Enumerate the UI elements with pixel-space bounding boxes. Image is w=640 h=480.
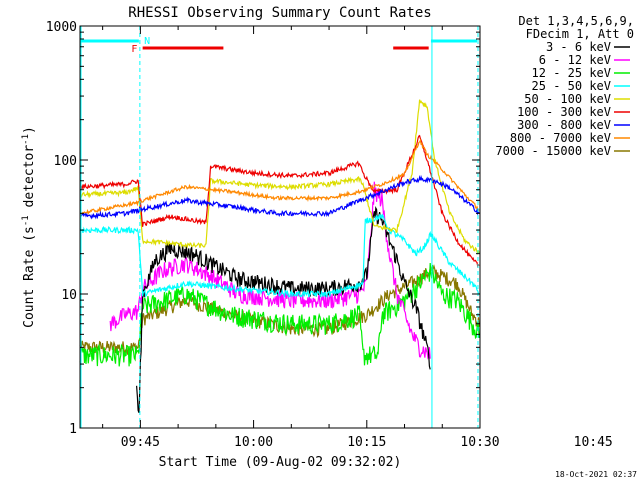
y-axis-label-sup2: -1 xyxy=(21,134,31,145)
y-tick-label: 1 xyxy=(69,422,77,437)
x-tick-label: 10:00 xyxy=(234,435,273,450)
y-axis-label-mid: detector xyxy=(22,145,37,216)
y-axis-label: Count Rate (s-1 detector-1) xyxy=(21,126,37,328)
curve-1 xyxy=(79,262,480,367)
x-axis-label: Start Time (09-Aug-02 09:32:02) xyxy=(159,455,402,470)
curve-2 xyxy=(109,181,431,360)
flags-group: FN xyxy=(80,26,479,428)
night-flag-label: N xyxy=(144,36,150,47)
legend-header-line1: Det 1,3,4,5,6,9, xyxy=(518,14,634,28)
legend-label: 3 - 6 keV xyxy=(546,40,611,54)
legend-label: 7000 - 15000 keV xyxy=(495,144,611,158)
y-axis-label-end: ) xyxy=(22,126,37,134)
flare-flag-label: F xyxy=(131,44,137,55)
y-axis-ticks: 1 10 100 1000 xyxy=(46,20,480,437)
legend-label: 12 - 25 keV xyxy=(532,66,611,80)
curve-4 xyxy=(79,213,480,299)
x-tick-label: 10:15 xyxy=(347,435,386,450)
legend-header-line2: FDecim 1, Att 0 xyxy=(526,27,634,41)
x-tick-label: 10:45 xyxy=(574,435,613,450)
legend-label: 800 - 7000 keV xyxy=(510,131,611,145)
x-tick-label: 09:45 xyxy=(121,435,160,450)
y-axis-label-main: Count Rate (s xyxy=(22,226,37,328)
curves-group xyxy=(79,99,480,413)
curve-3 xyxy=(136,205,431,413)
y-tick-label: 10 xyxy=(61,288,77,303)
chart-title: RHESSI Observing Summary Count Rates xyxy=(128,5,431,21)
y-axis-label-sup1: -1 xyxy=(21,215,31,226)
legend-label: 50 - 100 keV xyxy=(524,92,611,106)
timestamp: 18-Oct-2021 02:37 xyxy=(555,470,637,479)
legend-label: 300 - 800 keV xyxy=(517,118,611,132)
y-tick-label: 100 xyxy=(54,154,77,169)
y-tick-label: 1000 xyxy=(46,20,77,35)
curve-5 xyxy=(79,99,480,255)
x-tick-label: 10:30 xyxy=(460,435,499,450)
legend: Det 1,3,4,5,6,9, FDecim 1, Att 0 3 - 6 k… xyxy=(495,14,634,158)
curve-7 xyxy=(79,138,480,216)
curve-8 xyxy=(79,174,480,220)
legend-label: 100 - 300 keV xyxy=(517,105,611,119)
plot-frame xyxy=(79,25,481,429)
legend-label: 6 - 12 keV xyxy=(539,53,611,67)
legend-label: 25 - 50 keV xyxy=(532,79,611,93)
